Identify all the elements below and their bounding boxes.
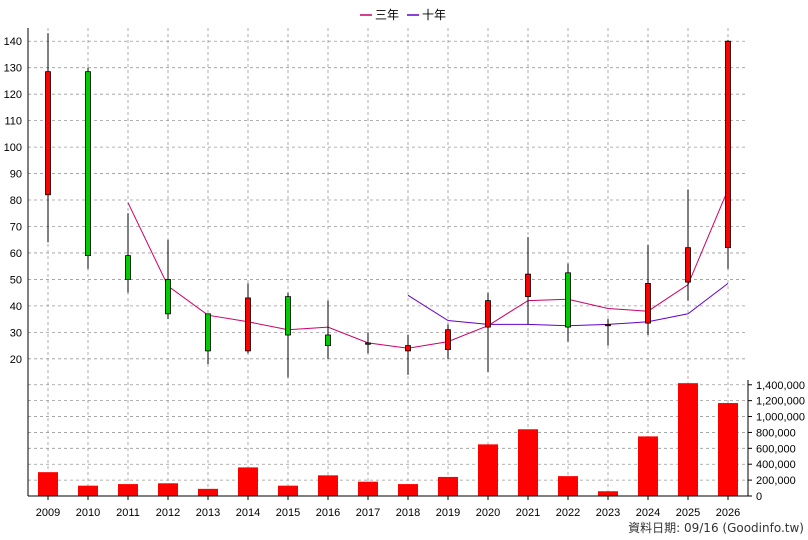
candle-body	[45, 71, 51, 196]
x-tick-label: 2017	[356, 507, 380, 519]
source-text: 資料日期: 09/16 (Goodinfo.tw)	[628, 521, 804, 535]
volume-tick-label: 200,000	[756, 475, 796, 487]
volume-tick-label: 1,200,000	[756, 396, 805, 408]
price-tick-label: 80	[10, 195, 22, 207]
x-tick-label: 2020	[476, 507, 500, 519]
price-tick-label: 70	[10, 221, 22, 233]
candlesticks	[45, 33, 731, 378]
candle-body	[405, 345, 411, 352]
price-tick-label: 120	[4, 89, 22, 101]
volume-tick-label: 600,000	[756, 443, 796, 455]
volume-bar	[198, 488, 218, 496]
volume-tick-label: 400,000	[756, 459, 796, 471]
candle-body	[325, 334, 331, 346]
volume-bar	[318, 475, 338, 496]
candle-body	[285, 296, 291, 336]
x-tick-label: 2024	[636, 507, 660, 519]
volume-tick-label: 1,400,000	[756, 380, 805, 392]
x-tick-label: 2009	[36, 507, 60, 519]
volume-bar	[478, 444, 498, 496]
x-tick-label: 2013	[196, 507, 220, 519]
candle-body	[445, 329, 451, 350]
volume-bar	[518, 429, 538, 496]
x-tick-label: 2016	[316, 507, 340, 519]
volume-bar	[118, 484, 138, 496]
candle-body	[125, 255, 131, 280]
candle-body	[165, 279, 171, 315]
x-tick-label: 2022	[556, 507, 580, 519]
volume-bar	[38, 472, 58, 496]
candle-body	[605, 324, 611, 327]
candle-body	[525, 273, 531, 298]
volume-bar	[598, 491, 618, 496]
grid-lines	[28, 28, 748, 497]
x-tick-label: 2025	[676, 507, 700, 519]
price-tick-label: 100	[4, 142, 22, 154]
volume-bar	[718, 403, 738, 496]
x-tick-label: 2026	[716, 507, 740, 519]
line-series	[127, 189, 729, 349]
price-tick-label: 40	[10, 301, 22, 313]
volume-bar	[558, 476, 578, 496]
price-tick-label: 90	[10, 169, 22, 181]
volume-bar	[438, 476, 458, 496]
price-tick-label: 20	[10, 354, 22, 366]
volume-bar	[78, 485, 98, 496]
candle-body	[485, 300, 491, 328]
price-tick-label: 60	[10, 248, 22, 260]
moving-average-lines	[127, 189, 729, 349]
candle-body	[725, 40, 731, 249]
price-tick-label: 130	[4, 63, 22, 75]
axes: 20 30 40 50 60 70 80 90 100 110 120 130 140 0 200,000 4…	[4, 28, 805, 519]
x-tick-label: 2014	[236, 507, 260, 519]
candle-body	[685, 247, 691, 283]
candle-body	[645, 282, 651, 324]
x-tick-label: 2018	[396, 507, 420, 519]
x-tick-label: 2021	[516, 507, 540, 519]
x-tick-label: 2015	[276, 507, 300, 519]
volume-bar	[358, 481, 378, 496]
volume-bar	[158, 483, 178, 496]
price-tick-label: 30	[10, 327, 22, 339]
x-tick-label: 2012	[156, 507, 180, 519]
candle-body	[205, 313, 211, 352]
volume-bar	[638, 436, 658, 496]
volume-bar	[398, 484, 418, 496]
volume-tick-label: 0	[756, 491, 762, 503]
price-tick-label: 140	[4, 36, 22, 48]
legend-label-10yr: 十年	[422, 8, 446, 22]
legend: 三年 十年	[360, 8, 446, 22]
candle-body	[85, 71, 91, 257]
x-tick-label: 2011	[116, 507, 140, 519]
legend-label-3yr: 三年	[375, 8, 399, 22]
volume-bar	[278, 485, 298, 496]
volume-bars	[38, 383, 738, 496]
volume-bar	[678, 383, 698, 496]
x-tick-label: 2010	[76, 507, 100, 519]
candle-body	[245, 297, 251, 352]
price-tick-label: 110	[4, 116, 22, 128]
x-tick-label: 2019	[436, 507, 460, 519]
price-tick-label: 50	[10, 274, 22, 286]
candle-body	[365, 342, 371, 345]
volume-tick-label: 800,000	[756, 427, 796, 439]
candle-body	[565, 272, 571, 328]
volume-tick-label: 1,000,000	[756, 412, 805, 424]
volume-bar	[238, 467, 258, 496]
x-tick-label: 2023	[596, 507, 620, 519]
